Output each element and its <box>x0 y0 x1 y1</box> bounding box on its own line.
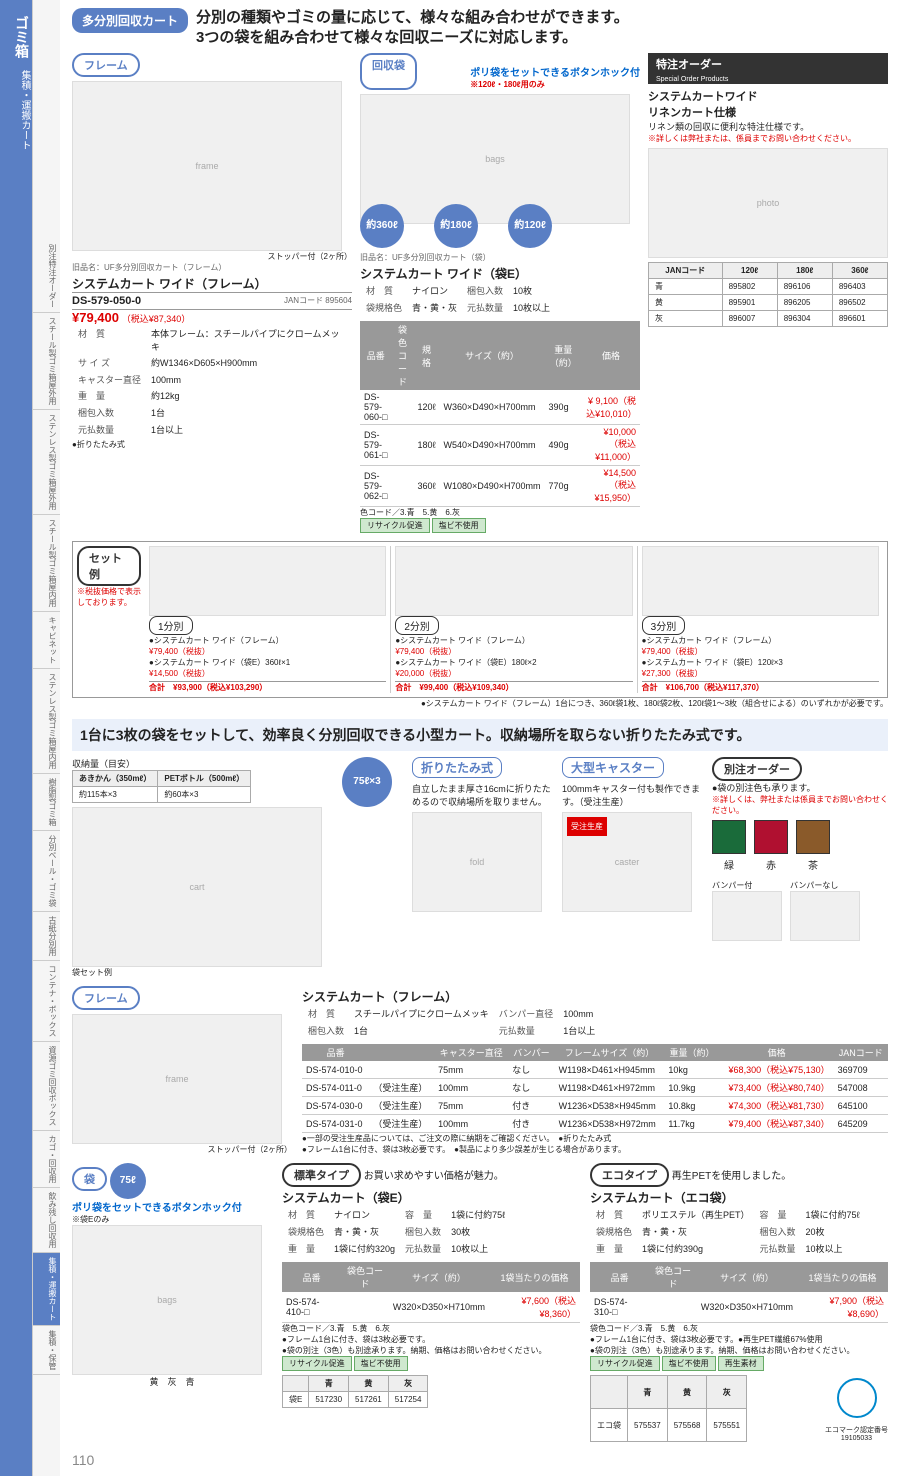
index-tab[interactable]: キャビネット <box>33 612 60 669</box>
compact-image: cart <box>72 807 322 967</box>
capacity-block: 収納量（目安） あきかん（350mℓ）PETボトル（500mℓ） 約115本×3… <box>72 757 332 978</box>
special-title: 特注オーダー <box>648 53 888 75</box>
index-tab[interactable]: ステンレス製ゴミ箱屋内用 <box>33 669 60 774</box>
page-content: 多分別回収カート 分別の種類やゴミの量に応じて、様々な組み合わせができます。 3… <box>60 0 900 1476</box>
special-sub: Special Order Products <box>648 75 888 84</box>
caption: ストッパー付（2ヶ所） <box>72 251 352 262</box>
vol-360: 約360ℓ <box>360 204 404 248</box>
sidebar-main: ゴミ箱 <box>0 10 32 64</box>
index-tab[interactable]: 集積・保管 <box>33 1326 60 1375</box>
frame-image: frame <box>72 81 342 251</box>
special-desc: リネン類の回収に便利な特注仕様です。 <box>648 120 888 133</box>
frame2-notes: ●一部の受注生産品については、ご注文の際に納期をご確認ください。 ●折りたたみ式… <box>302 1133 888 1155</box>
bags-block: 回収袋 ポリ袋をセットできるボタンホック付※120ℓ・180ℓ用のみ bags … <box>360 53 640 533</box>
section-badge: 多分別回収カート <box>72 8 188 33</box>
index-tab[interactable]: 資源ゴミ回収ボックス <box>33 1042 60 1131</box>
special-name: システムカートワイド リネンカート仕様 <box>648 88 888 120</box>
index-tab[interactable]: ステンレス製ゴミ箱屋外用 <box>33 410 60 515</box>
frame2-spec: 材 質スチールパイプにクロームメッキバンパー直径100mm梱包入数1台元払数量1… <box>302 1005 601 1040</box>
set-note2: ●システムカート ワイド（フレーム）1台につき、360ℓ袋1枚、180ℓ袋2枚、… <box>72 698 888 709</box>
index-tab[interactable]: 樹脂製ゴミ箱 <box>33 774 60 831</box>
page-number: 110 <box>72 1452 888 1468</box>
index-tab[interactable]: スチール製ゴミ箱屋外用 <box>33 313 60 410</box>
index-tab[interactable]: 別注特注オーダー <box>33 240 60 313</box>
bags-tag: 回収袋 <box>360 53 417 90</box>
index-tab[interactable]: コンテナ・ボックス <box>33 961 60 1042</box>
vol-180: 約180ℓ <box>434 204 478 248</box>
set-note: ※税抜価格で表示しております。 <box>77 586 141 608</box>
vol-120: 約120ℓ <box>508 204 552 248</box>
frame2-title: システムカート（フレーム） <box>302 988 888 1005</box>
index-tab[interactable]: 分別ペール・ゴミ袋 <box>33 831 60 912</box>
chips: リサイクル促進塩ビ不使用 <box>360 518 640 533</box>
old-name: 旧品名：UF多分別回収カート（フレーム） <box>72 262 352 273</box>
fold-note: ●折りたたみ式 <box>72 439 352 450</box>
frame-tag: フレーム <box>72 53 140 77</box>
hook-note: ポリ袋をセットできるボタンホック付※120ℓ・180ℓ用のみ <box>470 53 640 90</box>
bags-title: システムカート ワイド（袋E） <box>360 265 640 282</box>
bags-price-table: 品番袋色コード規格サイズ（約）重量（約）価格DS-579-060-□120ℓW3… <box>360 321 640 507</box>
category-sidebar: ゴミ箱 集積・運搬カート <box>0 0 32 1476</box>
index-tabs: 別注特注オーダースチール製ゴミ箱屋外用ステンレス製ゴミ箱屋外用スチール製ゴミ箱屋… <box>32 0 60 1476</box>
special-red: ※詳しくは弊社または、係員までお問い合わせください。 <box>648 133 888 144</box>
colorcode: 色コード／3.青 5.黄 6.灰 <box>360 507 640 518</box>
price: ¥79,400 <box>72 310 119 325</box>
index-tab[interactable]: スチール製ゴミ箱屋内用 <box>33 515 60 612</box>
sku: DS-579-050-0 <box>72 295 141 307</box>
frame2-price-table: 品番キャスター直径バンパーフレームサイズ（約）重量（約）価格JANコードDS-5… <box>302 1044 888 1133</box>
spec-table: 材 質本体フレーム：スチールパイプにクロームメッキサ イ ズ約W1346×D60… <box>72 325 352 439</box>
jan: JANコード 895604 <box>284 295 352 307</box>
index-tab[interactable]: 飲み残し回収用 <box>33 1188 60 1253</box>
bags2-image: bags <box>72 1225 262 1375</box>
bags-old: 旧品名：UF多分別回収カート（袋） <box>360 252 640 263</box>
set-row: セット例 ※税抜価格で表示しております。 1分別●システムカート ワイド（フレー… <box>72 541 888 698</box>
frame2-image: frame <box>72 1014 282 1144</box>
price-taxin: （税込¥87,340） <box>122 314 191 324</box>
index-tab[interactable]: 集積・運搬カート <box>33 1253 60 1326</box>
special-block: 特注オーダー Special Order Products システムカートワイド… <box>648 53 888 533</box>
section2-lead: 1台に3枚の袋をセットして、効率良く分別回収できる小型カート。収納場所を取らない… <box>72 719 888 751</box>
index-tab[interactable]: 古紙分別用 <box>33 912 60 961</box>
special-jan-table: JANコード120ℓ180ℓ360ℓ青895802896106896403黄89… <box>648 262 888 327</box>
feat-caster: 大型キャスター 100mmキャスター付も製作できます。（受注生産） caster… <box>562 757 702 978</box>
eco-block: エコタイプ 再生PETを使用しました。 システムカート（エコ袋） 材 質ポリエス… <box>590 1163 888 1442</box>
option-block: 別注オーダー ●袋の別注色も承ります。 ※詳しくは、弊社または係員までお問い合わ… <box>712 757 888 978</box>
section-lead: 分別の種類やゴミの量に応じて、様々な組み合わせができます。 3つの袋を組み合わせ… <box>196 8 629 47</box>
set-tag: セット例 <box>77 546 141 586</box>
vol-75x3: 75ℓ×3 <box>342 757 392 807</box>
special-image: photo <box>648 148 888 258</box>
bags2-block: 袋 75ℓ ポリ袋をセットできるボタンホック付 ※袋Eのみ bags 黄 灰 青 <box>72 1163 272 1442</box>
ecomark: エコマーク認定番号 19105033 <box>825 1371 888 1442</box>
frame-block: フレーム frame ストッパー付（2ヶ所） 旧品名：UF多分別回収カート（フレ… <box>72 53 352 533</box>
sidebar-sub: 集積・運搬カート <box>0 64 32 156</box>
product-title: システムカート ワイド（フレーム） <box>72 275 352 292</box>
feat-fold: 折りたたみ式 自立したまま厚さ16cmに折りたためるので収納場所を取りません。 … <box>412 757 552 978</box>
bagE-block: 標準タイプ お買い求めやすい価格が魅力。 システムカート（袋E） 材 質ナイロン… <box>282 1163 580 1442</box>
index-tab[interactable]: カゴ・回収用 <box>33 1131 60 1188</box>
frame2-tag: フレーム <box>72 986 140 1010</box>
bags-spec: 材 質ナイロン梱包入数10枚袋規格色青・黄・灰元払数量10枚以上 <box>360 282 556 317</box>
